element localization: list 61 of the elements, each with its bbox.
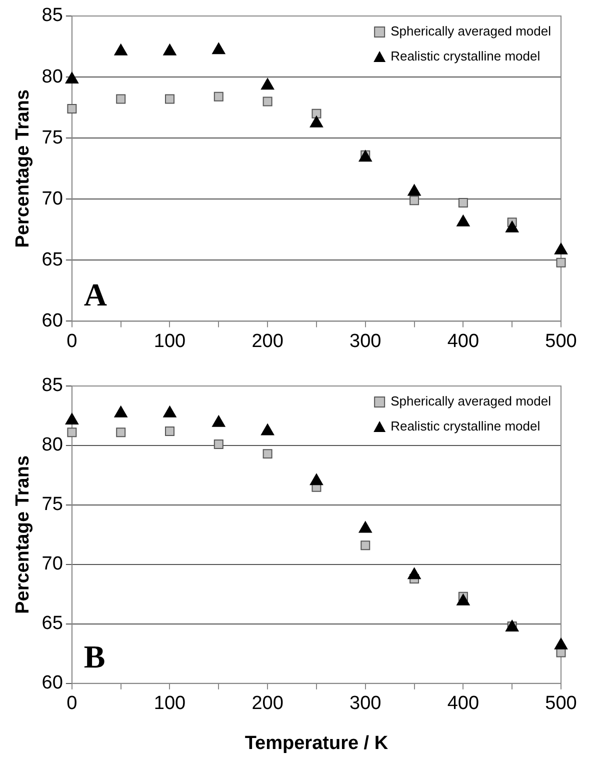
point: [458, 198, 468, 208]
point: [310, 474, 324, 486]
point: [165, 426, 174, 436]
point: [214, 92, 224, 102]
point: [261, 78, 274, 90]
x-tick-label: 400: [447, 330, 480, 352]
x-axis-title: Temperature / K: [244, 732, 388, 754]
y-tick-label: 85: [42, 375, 63, 396]
y-tick-label: 85: [42, 5, 63, 26]
x-tick-label: 100: [154, 330, 186, 352]
annotation: B: [84, 638, 106, 675]
y-tick-label: 75: [42, 494, 63, 516]
point: [360, 540, 370, 550]
point: [408, 184, 421, 196]
x-tick-label: 200: [252, 330, 284, 352]
point: [114, 406, 128, 418]
y-axis-title: Percentage Trans: [12, 89, 34, 248]
point: [312, 108, 322, 118]
point: [556, 258, 566, 268]
x-tick-label: 400: [447, 693, 480, 714]
point: [163, 406, 176, 418]
point: [410, 196, 420, 206]
point: [358, 521, 372, 533]
point: [310, 116, 324, 128]
point: [165, 94, 174, 104]
legend-label: Realistic crystalline model: [390, 48, 540, 64]
y-tick-label: 70: [42, 554, 63, 575]
point: [116, 94, 126, 104]
annotation: A: [84, 276, 108, 312]
y-axis-title: Percentage Trans: [12, 455, 34, 614]
point: [65, 72, 78, 84]
legend-label: Spherically averaged model: [390, 394, 552, 409]
point: [261, 424, 274, 436]
x-tick-label: 0: [66, 693, 78, 714]
y-tick-label: 75: [42, 127, 63, 148]
point: [163, 44, 176, 56]
x-tick-label: 0: [66, 330, 78, 352]
point: [456, 594, 470, 606]
x-tick-label: 300: [350, 693, 382, 714]
y-tick-label: 65: [42, 249, 63, 270]
point: [65, 413, 78, 424]
y-tick-label: 60: [42, 310, 63, 332]
y-tick-label: 65: [42, 613, 63, 634]
point: [114, 44, 128, 56]
y-tick-label: 80: [42, 66, 63, 88]
point: [262, 96, 272, 106]
legend-label: Spherically averaged model: [390, 24, 552, 39]
y-tick-label: 70: [42, 188, 63, 210]
legend-label: Realistic crystalline model: [390, 418, 540, 434]
point: [408, 568, 421, 580]
x-tick-label: 200: [252, 693, 284, 714]
x-tick-label: 500: [545, 693, 577, 714]
point: [212, 415, 226, 427]
x-tick-label: 500: [545, 330, 577, 352]
y-tick-label: 80: [42, 434, 63, 456]
y-tick-label: 60: [42, 672, 63, 694]
point: [456, 214, 470, 226]
x-tick-label: 300: [350, 330, 382, 352]
point: [67, 104, 77, 114]
point: [212, 42, 226, 54]
x-tick-label: 100: [154, 693, 186, 714]
